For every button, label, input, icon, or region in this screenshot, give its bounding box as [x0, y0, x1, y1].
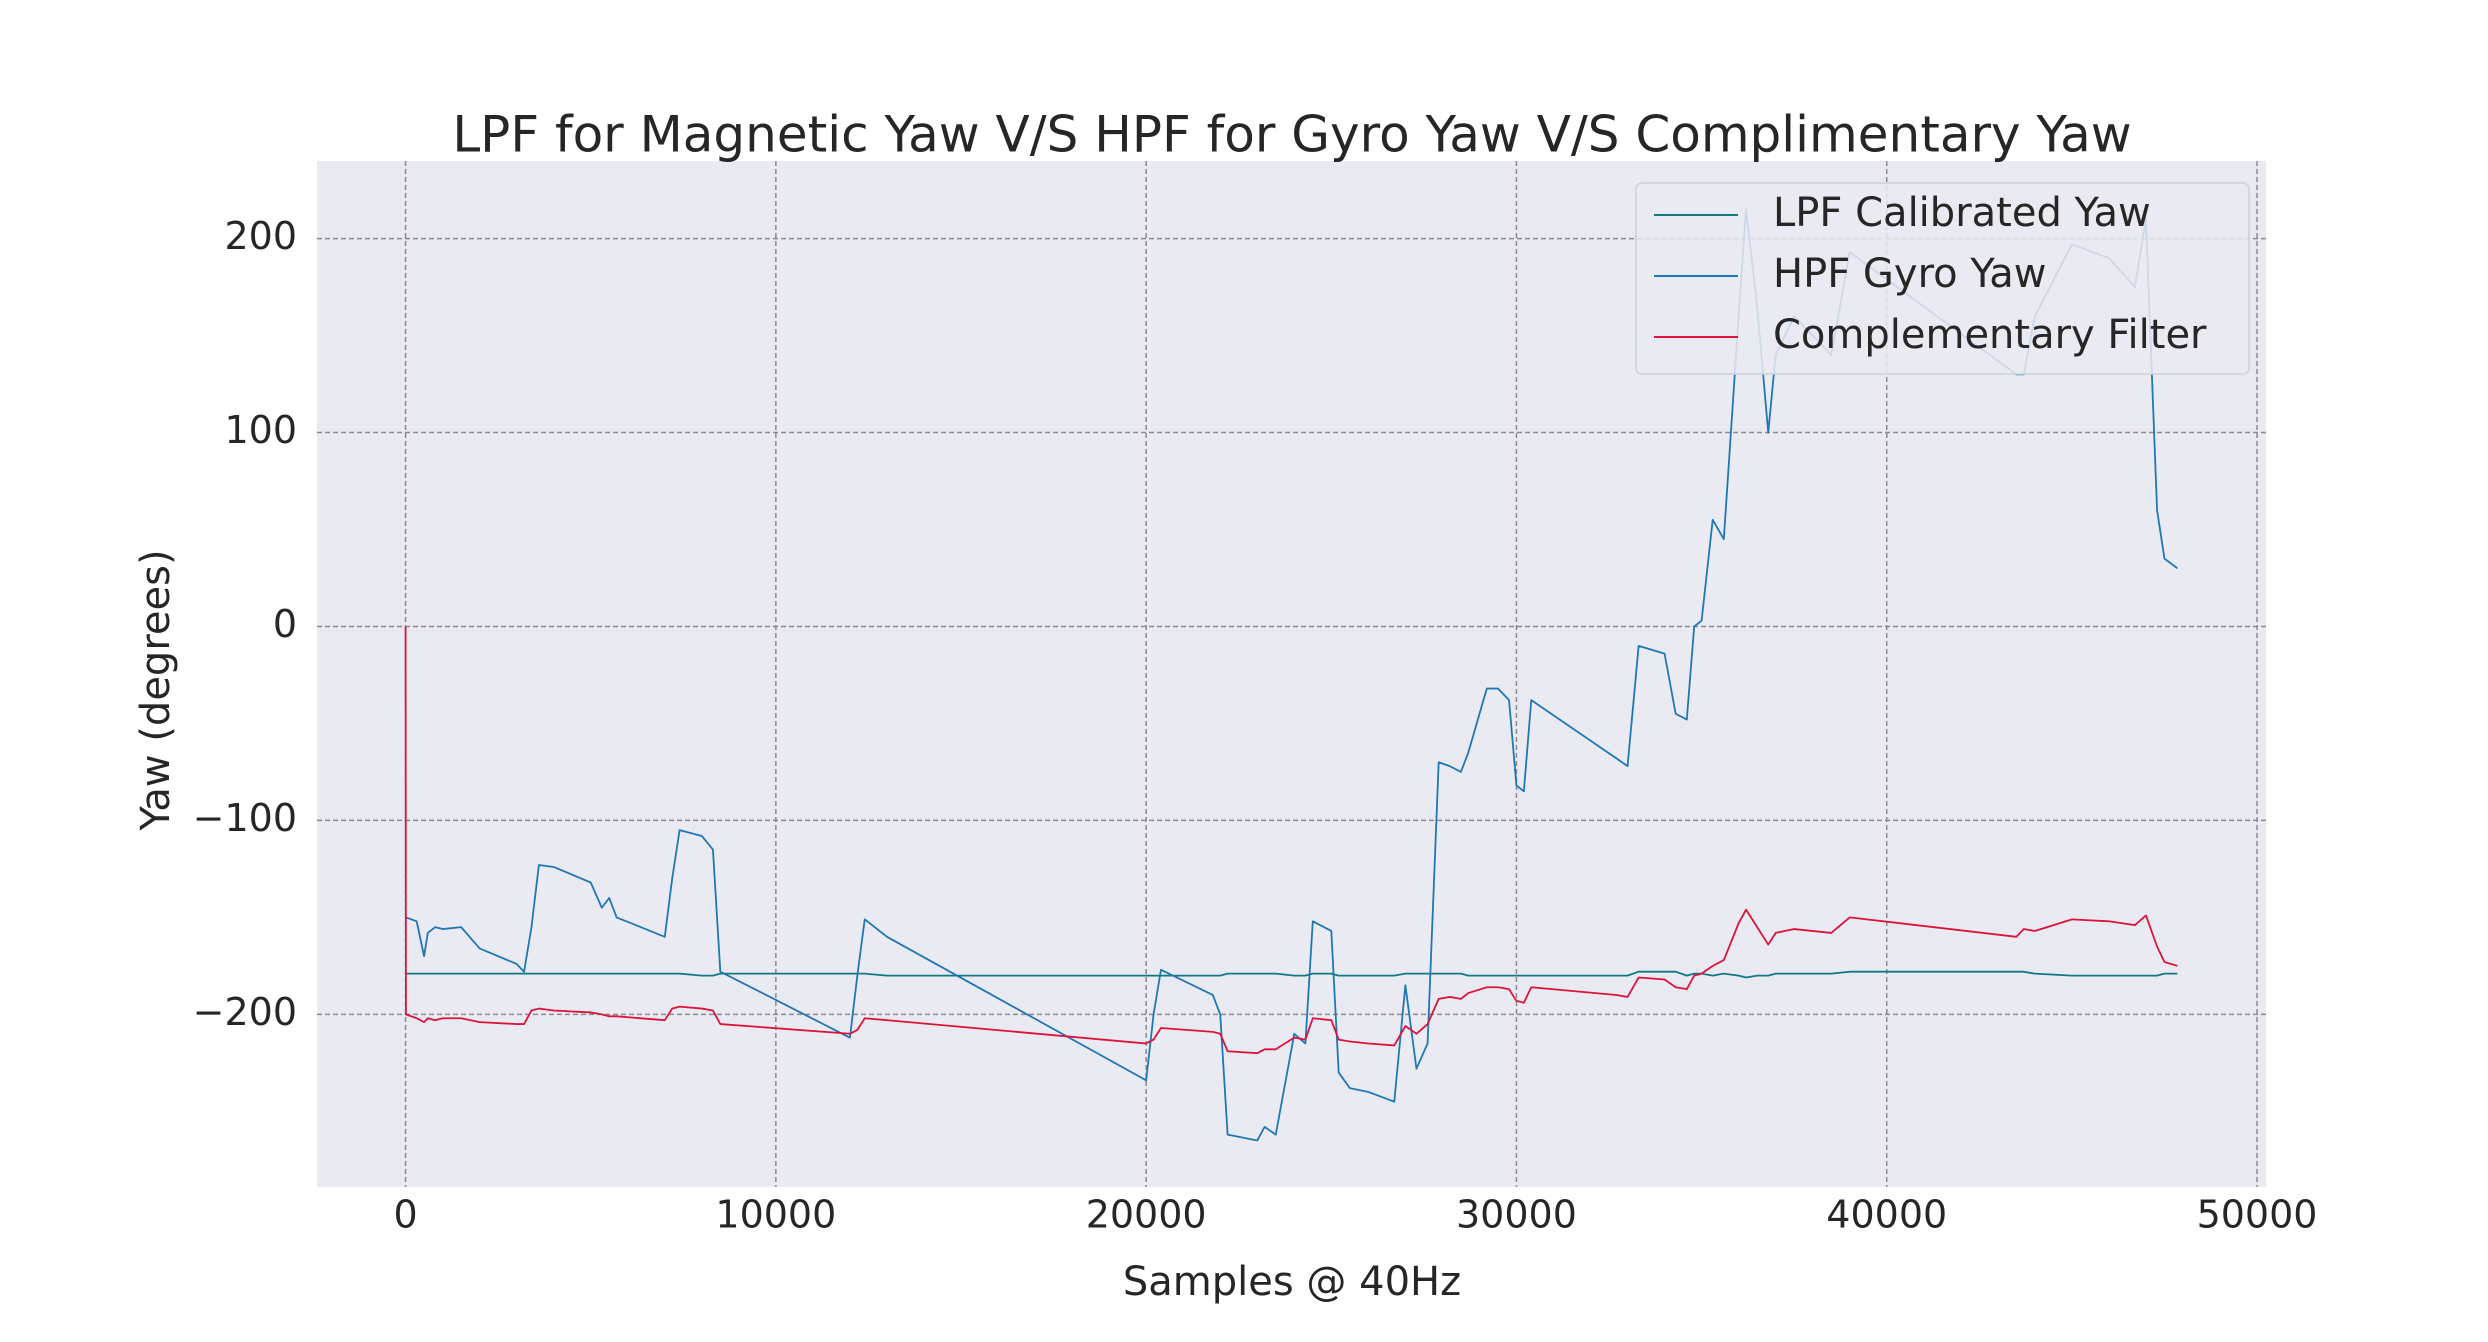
y-tick-label: −100	[193, 796, 297, 840]
x-tick-label: 30000	[1456, 1193, 1577, 1237]
y-tick-label: 100	[224, 408, 297, 452]
series-line	[405, 208, 2178, 1142]
x-tick-label: 40000	[1826, 1193, 1947, 1237]
x-tick-label: 50000	[2197, 1193, 2318, 1237]
y-tick-label: 0	[273, 602, 297, 646]
x-tick-label: 20000	[1086, 1193, 1207, 1237]
legend-label: HPF Gyro Yaw	[1773, 251, 2047, 297]
y-tick-label: −200	[193, 990, 297, 1034]
legend-label: LPF Calibrated Yaw	[1773, 190, 2151, 236]
legend-box	[1635, 182, 2250, 375]
series-line	[405, 970, 2178, 979]
chart-title: LPF for Magnetic Yaw V/S HPF for Gyro Ya…	[452, 106, 2131, 164]
x-tick-label: 0	[393, 1193, 417, 1237]
x-tick-label: 10000	[715, 1193, 836, 1237]
y-axis-label: Yaw (degrees)	[133, 549, 179, 831]
y-tick-label: 200	[224, 214, 297, 258]
x-axis-label: Samples @ 40Hz	[1123, 1259, 1461, 1305]
series-line	[404, 626, 2178, 1055]
legend-label: Complementary Filter	[1773, 312, 2207, 358]
